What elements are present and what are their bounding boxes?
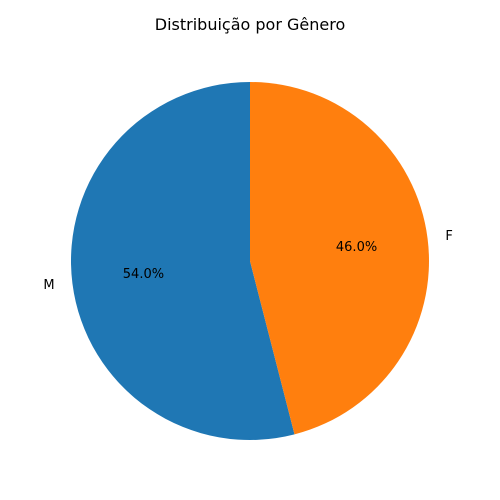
- slice-label-m: M: [43, 278, 54, 293]
- pct-label-f: 46.0%: [336, 240, 377, 255]
- chart-title: Distribuição por Gênero: [155, 15, 345, 34]
- pie-slice-m: [70, 82, 295, 441]
- pct-label-m: 54.0%: [123, 267, 164, 282]
- slice-label-f: F: [445, 229, 452, 244]
- labels-layer: M 54.0% F 46.0%: [43, 229, 452, 293]
- slices-layer: [70, 82, 429, 441]
- pie-slice-f: [250, 82, 429, 435]
